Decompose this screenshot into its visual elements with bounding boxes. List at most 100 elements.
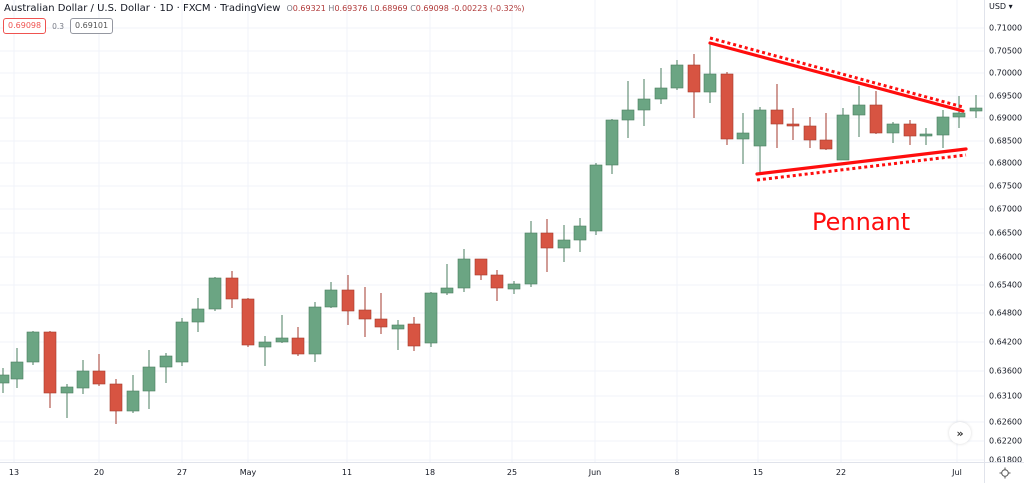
candle-bullish[interactable] <box>159 353 173 383</box>
symbol-title[interactable]: Australian Dollar / U.S. Dollar · 1D · F… <box>4 3 281 14</box>
candle-bullish[interactable] <box>258 336 272 366</box>
candle-bearish[interactable] <box>92 354 106 386</box>
candle-bearish[interactable] <box>374 293 388 334</box>
price-tick-label: 0.62600 <box>989 417 1023 427</box>
candle-bullish[interactable] <box>736 113 750 164</box>
candle-bullish[interactable] <box>919 128 933 145</box>
candle-bullish[interactable] <box>836 108 850 161</box>
pennant-upper-dotted-line[interactable] <box>709 36 964 109</box>
candle-bullish[interactable] <box>589 163 603 235</box>
scroll-to-realtime-button[interactable]: » <box>949 422 971 444</box>
candle-bullish[interactable] <box>969 95 983 118</box>
candle-bearish[interactable] <box>819 113 833 150</box>
candle-bullish[interactable] <box>10 348 24 388</box>
candle-bearish[interactable] <box>241 298 255 347</box>
open-label: O <box>286 4 293 13</box>
chart-settings-button[interactable] <box>984 462 1024 483</box>
price-tick-label: 0.68500 <box>989 136 1023 146</box>
candle-bullish[interactable] <box>308 302 322 362</box>
candle-bullish[interactable] <box>753 107 767 172</box>
candle-bullish[interactable] <box>191 298 205 332</box>
candle-bullish[interactable] <box>507 281 521 294</box>
candle-bullish[interactable] <box>26 331 40 365</box>
price-tick-label: 0.62200 <box>989 436 1023 446</box>
candle-bullish[interactable] <box>275 315 289 343</box>
candle-bullish[interactable] <box>605 119 619 174</box>
candle-bearish[interactable] <box>43 331 57 408</box>
candle-bearish[interactable] <box>803 117 817 148</box>
candle-bullish[interactable] <box>324 282 338 308</box>
price-tick-label: 0.66000 <box>989 252 1023 262</box>
candle-bullish[interactable] <box>952 96 966 128</box>
candle-bearish[interactable] <box>109 379 123 424</box>
candle-bullish[interactable] <box>852 86 866 137</box>
candle-bullish[interactable] <box>621 81 635 138</box>
candle-bearish[interactable] <box>903 120 917 145</box>
close-label: C <box>410 4 416 13</box>
candle-bullish[interactable] <box>457 249 471 292</box>
candle-bearish[interactable] <box>291 327 305 356</box>
candle-bearish[interactable] <box>225 271 239 308</box>
pennant-upper-trendline[interactable] <box>708 41 965 113</box>
candle-bearish[interactable] <box>770 84 784 148</box>
time-tick-label: 18 <box>424 468 436 477</box>
time-tick-label: 13 <box>8 468 20 477</box>
candle-bullish[interactable] <box>126 375 140 413</box>
candle-bullish[interactable] <box>654 68 668 104</box>
candle-bullish[interactable] <box>936 110 950 148</box>
price-tick-label: 0.67000 <box>989 204 1023 214</box>
candle-bearish[interactable] <box>869 91 883 134</box>
candle-bullish[interactable] <box>60 384 74 418</box>
candle-bearish[interactable] <box>474 258 488 280</box>
candle-bullish[interactable] <box>637 79 651 126</box>
price-tick-label: 0.69500 <box>989 91 1023 101</box>
change-value: -0.00223 (-0.32%) <box>451 4 525 13</box>
candle-bullish[interactable] <box>524 221 538 287</box>
candle-bearish[interactable] <box>720 72 734 145</box>
price-axis[interactable]: USD ▾ 0.71000 0.70500 0.70000 0.69500 0.6900… <box>984 0 1024 465</box>
candle-bearish[interactable] <box>407 317 421 351</box>
close-value: 0.69098 <box>415 4 449 13</box>
candle-bullish[interactable] <box>0 368 10 393</box>
candle-bullish[interactable] <box>573 218 587 252</box>
pennant-lower-trendline[interactable] <box>755 147 968 176</box>
currency-selector[interactable]: USD ▾ <box>989 2 1013 11</box>
candle-bullish[interactable] <box>142 350 156 409</box>
sell-button[interactable]: 0.69098 <box>3 18 47 34</box>
time-tick-label: Jun <box>588 468 602 477</box>
gear-icon <box>999 467 1011 479</box>
candle-bullish[interactable] <box>208 277 222 311</box>
candle-bullish[interactable] <box>424 292 438 347</box>
pennant-lower-dotted-line[interactable] <box>756 153 967 182</box>
candle-bearish[interactable] <box>341 275 355 325</box>
candle-bullish[interactable] <box>557 225 571 262</box>
candle-bullish[interactable] <box>703 43 717 103</box>
price-tick-label: 0.64800 <box>989 308 1023 318</box>
time-axis[interactable]: 13 20 27 May 11 18 25 Jun 8 15 22 Jul <box>0 462 984 483</box>
price-tick-label: 0.64200 <box>989 337 1023 347</box>
candle-bullish[interactable] <box>886 122 900 143</box>
chart-plot-area[interactable]: Australian Dollar / U.S. Dollar · 1D · F… <box>0 0 984 462</box>
time-tick-label: 8 <box>674 468 680 477</box>
buy-button[interactable]: 0.69101 <box>70 18 114 34</box>
candle-bearish[interactable] <box>786 108 800 140</box>
candle-bullish[interactable] <box>175 318 189 366</box>
price-tick-label: 0.61800 <box>989 455 1023 465</box>
candle-bullish[interactable] <box>76 360 90 394</box>
candle-bearish[interactable] <box>540 219 554 272</box>
time-tick-label: 27 <box>176 468 188 477</box>
candle-bearish[interactable] <box>358 287 372 337</box>
low-value: 0.68969 <box>374 4 408 13</box>
candlestick-chart[interactable] <box>0 0 984 462</box>
candle-bullish[interactable] <box>440 264 454 295</box>
time-tick-label: 15 <box>752 468 764 477</box>
candle-bullish[interactable] <box>670 60 684 90</box>
pennant-annotation[interactable]: Pennant <box>812 208 911 236</box>
candle-bearish[interactable] <box>490 270 504 301</box>
candle-bullish[interactable] <box>391 320 405 350</box>
time-tick-label: May <box>239 468 257 477</box>
price-tick-label: 0.63100 <box>989 391 1023 401</box>
candle-bearish[interactable] <box>687 54 701 118</box>
chart-legend: Australian Dollar / U.S. Dollar · 1D · F… <box>4 3 524 14</box>
